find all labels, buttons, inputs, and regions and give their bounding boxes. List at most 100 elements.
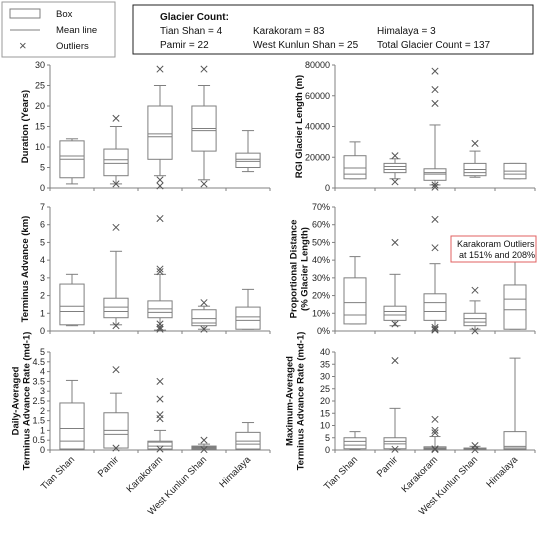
y-tick-label: 5 (40, 237, 45, 247)
outlier-stroke (431, 99, 439, 107)
y-tick-label: 0 (40, 445, 45, 455)
y-tick-label: 30% (312, 273, 330, 283)
box-plot-1 (103, 366, 129, 452)
outlier-marker (156, 320, 164, 328)
x-category-label: Pamir (96, 454, 121, 479)
box-plot-0 (343, 431, 367, 451)
outlier-stroke (112, 366, 120, 374)
outlier-stroke (200, 436, 208, 444)
outlier-stroke (431, 181, 439, 189)
outlier-marker (431, 445, 439, 454)
y-tick-label: 25 (35, 81, 45, 91)
outlier-marker (112, 223, 120, 231)
box-plot-4 (503, 250, 527, 330)
y-tick-label: 40 (320, 347, 330, 357)
legend: Box Mean line × Outliers (1, 1, 116, 58)
box-plot-0 (59, 138, 85, 185)
iqr-box (383, 305, 407, 321)
outlier-stroke (156, 415, 164, 423)
outlier-stroke (471, 139, 479, 147)
outlier-marker (156, 395, 164, 403)
outlier-marker (156, 325, 164, 333)
karakoram-note-line: at 151% and 208% (459, 250, 535, 260)
iqr-box (343, 155, 367, 180)
box-plot-3 (191, 436, 217, 454)
y-axis-label: Duration (Years) (20, 90, 31, 163)
iqr-box (343, 277, 367, 325)
outlier-marker (431, 183, 439, 191)
outlier-marker (156, 268, 164, 276)
y-tick-label: 5 (325, 433, 330, 443)
x-category-label: Karakoram (124, 454, 165, 495)
outlier-marker (112, 114, 120, 122)
y-tick-label: 20000 (305, 152, 330, 162)
iqr-box (343, 437, 367, 450)
outlier-marker (391, 178, 399, 186)
outlier-marker (156, 214, 164, 223)
y-tick-label: 4.5 (32, 357, 45, 367)
outlier-marker (156, 265, 164, 273)
iqr-box (503, 284, 527, 330)
box-plot-2 (423, 215, 447, 334)
outlier-stroke (156, 182, 164, 190)
outlier-marker (156, 182, 164, 190)
y-tick-label: 25 (320, 384, 330, 394)
outlier-stroke (431, 244, 439, 252)
outlier-stroke (156, 325, 164, 333)
outlier-stroke (156, 268, 164, 276)
y-tick-label: 1 (40, 425, 45, 435)
y-tick-label: 7 (40, 202, 45, 212)
box-plot-4 (235, 130, 261, 173)
box-plot-0 (59, 379, 85, 450)
outlier-stroke (431, 429, 439, 437)
y-axis-label: Terminus Advance (km) (20, 216, 31, 323)
iqr-box (59, 283, 85, 326)
outlier-stroke (112, 223, 120, 231)
outlier-marker (431, 86, 439, 94)
outlier-marker-icon: × (19, 38, 27, 53)
outlier-stroke (156, 176, 164, 184)
glacier-count-item: Tian Shan = 4 (160, 26, 223, 37)
box-plot-3 (191, 65, 217, 188)
box-plot-2 (423, 67, 447, 191)
iqr-box (103, 148, 129, 177)
chart-panel: 0 1 2 3 4 5 6 7 Terminus Advance (km) (20, 202, 271, 336)
iqr-box (235, 306, 261, 330)
y-tick-label: 0 (40, 326, 45, 336)
y-tick-label: 3 (40, 386, 45, 396)
y-tick-label: 10% (312, 308, 330, 318)
y-tick-label: 50% (312, 237, 330, 247)
outlier-stroke (391, 445, 399, 453)
y-tick-label: 0.5 (32, 435, 45, 445)
outlier-stroke (391, 178, 399, 186)
y-tick-label: 0 (325, 445, 330, 455)
box-plot-1 (103, 114, 129, 188)
legend-box-swatch (9, 8, 41, 19)
karakoram-note: Karakoram Outliers at 151% and 208% (450, 235, 537, 263)
outlier-marker (431, 429, 439, 437)
y-tick-label: 0% (317, 326, 330, 336)
outlier-marker (431, 415, 439, 423)
y-tick-label: 10 (35, 142, 45, 152)
y-tick-label: 20 (320, 396, 330, 406)
iqr-box (383, 437, 407, 450)
y-axis-label: Proportional Distance (289, 220, 300, 319)
outlier-stroke (156, 395, 164, 403)
y-tick-label: 15 (320, 408, 330, 418)
iqr-box (235, 152, 261, 168)
outlier-stroke (431, 323, 439, 332)
iqr-box (423, 293, 447, 321)
box-plot-0 (59, 273, 85, 327)
outlier-marker (156, 415, 164, 423)
iqr-box (147, 105, 173, 160)
outlier-stroke (391, 320, 399, 328)
box-plot-4 (503, 162, 527, 180)
y-axis-label: Daily-Averaged (11, 366, 22, 435)
box-plot-4 (235, 422, 261, 450)
y-axis-label: Terminus Advance Rate (md-1) (22, 332, 33, 471)
box-plot-1 (383, 357, 407, 453)
box-plot-2 (423, 415, 447, 454)
outlier-marker (471, 286, 479, 294)
y-tick-label: 5 (40, 163, 45, 173)
